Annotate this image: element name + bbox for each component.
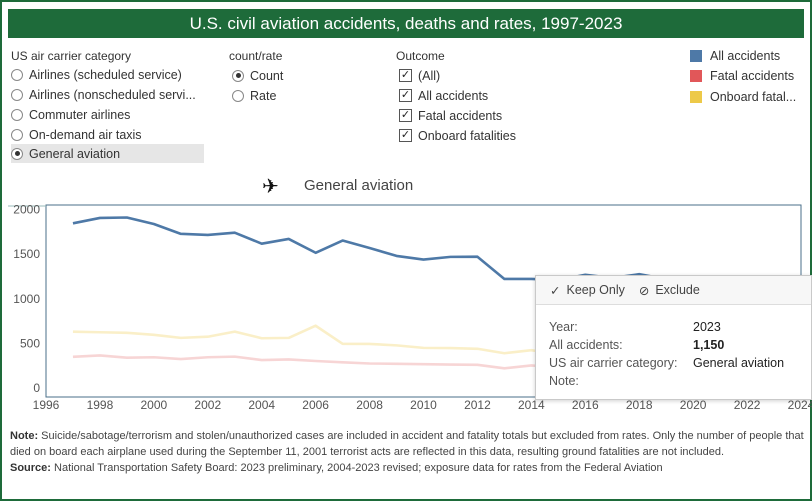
tooltip-key: All accidents:	[549, 338, 623, 352]
y-tick-label: 1500	[13, 247, 40, 261]
count-option[interactable]: Count	[232, 66, 283, 85]
x-tick-label: 1998	[87, 398, 114, 412]
y-tick-label: 2000	[13, 202, 40, 216]
x-tick-label: 2016	[572, 398, 599, 412]
tooltip-key: Year:	[549, 320, 578, 334]
rate-option[interactable]: Rate	[232, 86, 276, 105]
tooltip-actions: ✓ Keep Only ⊘ Exclude	[536, 276, 811, 305]
legend-onboard-fatalities[interactable]: Onboard fatal...	[690, 88, 796, 106]
legend-swatch	[690, 50, 702, 62]
y-tick-label: 0	[33, 381, 40, 395]
x-tick-label: 2008	[356, 398, 383, 412]
x-tick-label: 2014	[518, 398, 545, 412]
radio-icon	[11, 88, 23, 101]
tooltip-row: All accidents: 1,150	[549, 336, 811, 354]
tooltip-value: General aviation	[693, 356, 785, 370]
exclude-button[interactable]: ⊘ Exclude	[638, 283, 700, 298]
category-option-air-taxis[interactable]: On-demand air taxis	[11, 125, 142, 144]
legend-swatch	[690, 70, 702, 82]
x-tick-label: 2006	[302, 398, 329, 412]
tooltip-key: Note:	[549, 374, 579, 388]
x-tick-label: 2004	[248, 398, 275, 412]
count-rate-title: count/rate	[229, 49, 283, 63]
tooltip-row: Year: 2023	[549, 318, 811, 336]
dashboard-title: U.S. civil aviation accidents, deaths an…	[8, 9, 804, 38]
radio-icon	[11, 108, 23, 121]
checkbox-checked-icon: ✓	[399, 109, 412, 122]
category-filter-title: US air carrier category	[11, 49, 132, 63]
category-option-scheduled[interactable]: Airlines (scheduled service)	[11, 65, 182, 84]
chart-title: General aviation	[304, 177, 414, 194]
dashboard-title-text: U.S. civil aviation accidents, deaths an…	[189, 13, 623, 33]
x-tick-label: 2020	[680, 398, 707, 412]
exclude-icon: ⊘	[638, 283, 650, 298]
radio-icon	[11, 68, 23, 81]
x-tick-label: 2018	[626, 398, 653, 412]
radio-icon	[11, 128, 23, 141]
tooltip: ✓ Keep Only ⊘ Exclude Year: 2023 All acciden…	[535, 275, 812, 400]
checkbox-checked-icon: ✓	[399, 129, 412, 142]
tooltip-rows: Year: 2023 All accidents: 1,150 US air carri…	[536, 305, 811, 390]
tooltip-row: US air carrier category: General aviation	[549, 354, 811, 372]
keep-only-button[interactable]: ✓ Keep Only	[550, 283, 625, 298]
y-tick-label: 500	[20, 336, 40, 350]
radio-selected-icon	[11, 147, 23, 160]
category-option-general-aviation[interactable]: General aviation	[11, 144, 204, 163]
x-tick-label: 2024	[788, 398, 812, 412]
outcome-option-onboard-fatalities[interactable]: ✓ Onboard fatalities	[399, 128, 516, 143]
tooltip-row: Note:	[549, 372, 811, 390]
checkbox-checked-icon: ✓	[399, 89, 412, 102]
x-tick-label: 1996	[33, 398, 60, 412]
x-tick-label: 2002	[194, 398, 221, 412]
checkbox-checked-icon: ✓	[399, 69, 412, 82]
footnote: Note: Suicide/sabotage/terrorism and sto…	[10, 428, 806, 476]
legend-swatch	[690, 91, 702, 103]
outcome-option-fatal-accidents[interactable]: ✓ Fatal accidents	[399, 108, 503, 123]
category-option-commuter[interactable]: Commuter airlines	[11, 105, 130, 124]
radio-selected-icon	[232, 69, 244, 82]
outcome-option-all-accidents[interactable]: ✓ All accidents	[399, 88, 489, 103]
note-label: Note:	[10, 430, 39, 442]
note-text: Suicide/sabotage/terrorism and stolen/un…	[10, 430, 804, 458]
legend-fatal-accidents[interactable]: Fatal accidents	[690, 67, 794, 85]
x-tick-label: 2010	[410, 398, 437, 412]
category-option-nonscheduled[interactable]: Airlines (nonscheduled servi...	[11, 85, 196, 104]
outcome-filter-title: Outcome	[396, 49, 445, 63]
tooltip-value: 1,150	[693, 338, 725, 352]
radio-icon	[232, 89, 244, 102]
x-tick-label: 2000	[141, 398, 168, 412]
tooltip-value: 2023	[693, 320, 721, 334]
tooltip-key: US air carrier category:	[549, 356, 678, 370]
y-tick-label: 1000	[13, 292, 40, 306]
x-tick-label: 2022	[734, 398, 761, 412]
outcome-option-all[interactable]: ✓ (All)	[399, 68, 441, 83]
checkmark-icon: ✓	[550, 283, 561, 298]
airplane-icon: ✈	[262, 176, 279, 198]
source-label: Source:	[10, 462, 51, 474]
x-tick-label: 2012	[464, 398, 491, 412]
source-text: National Transportation Safety Board: 20…	[50, 462, 663, 474]
legend-all-accidents[interactable]: All accidents	[690, 47, 780, 65]
